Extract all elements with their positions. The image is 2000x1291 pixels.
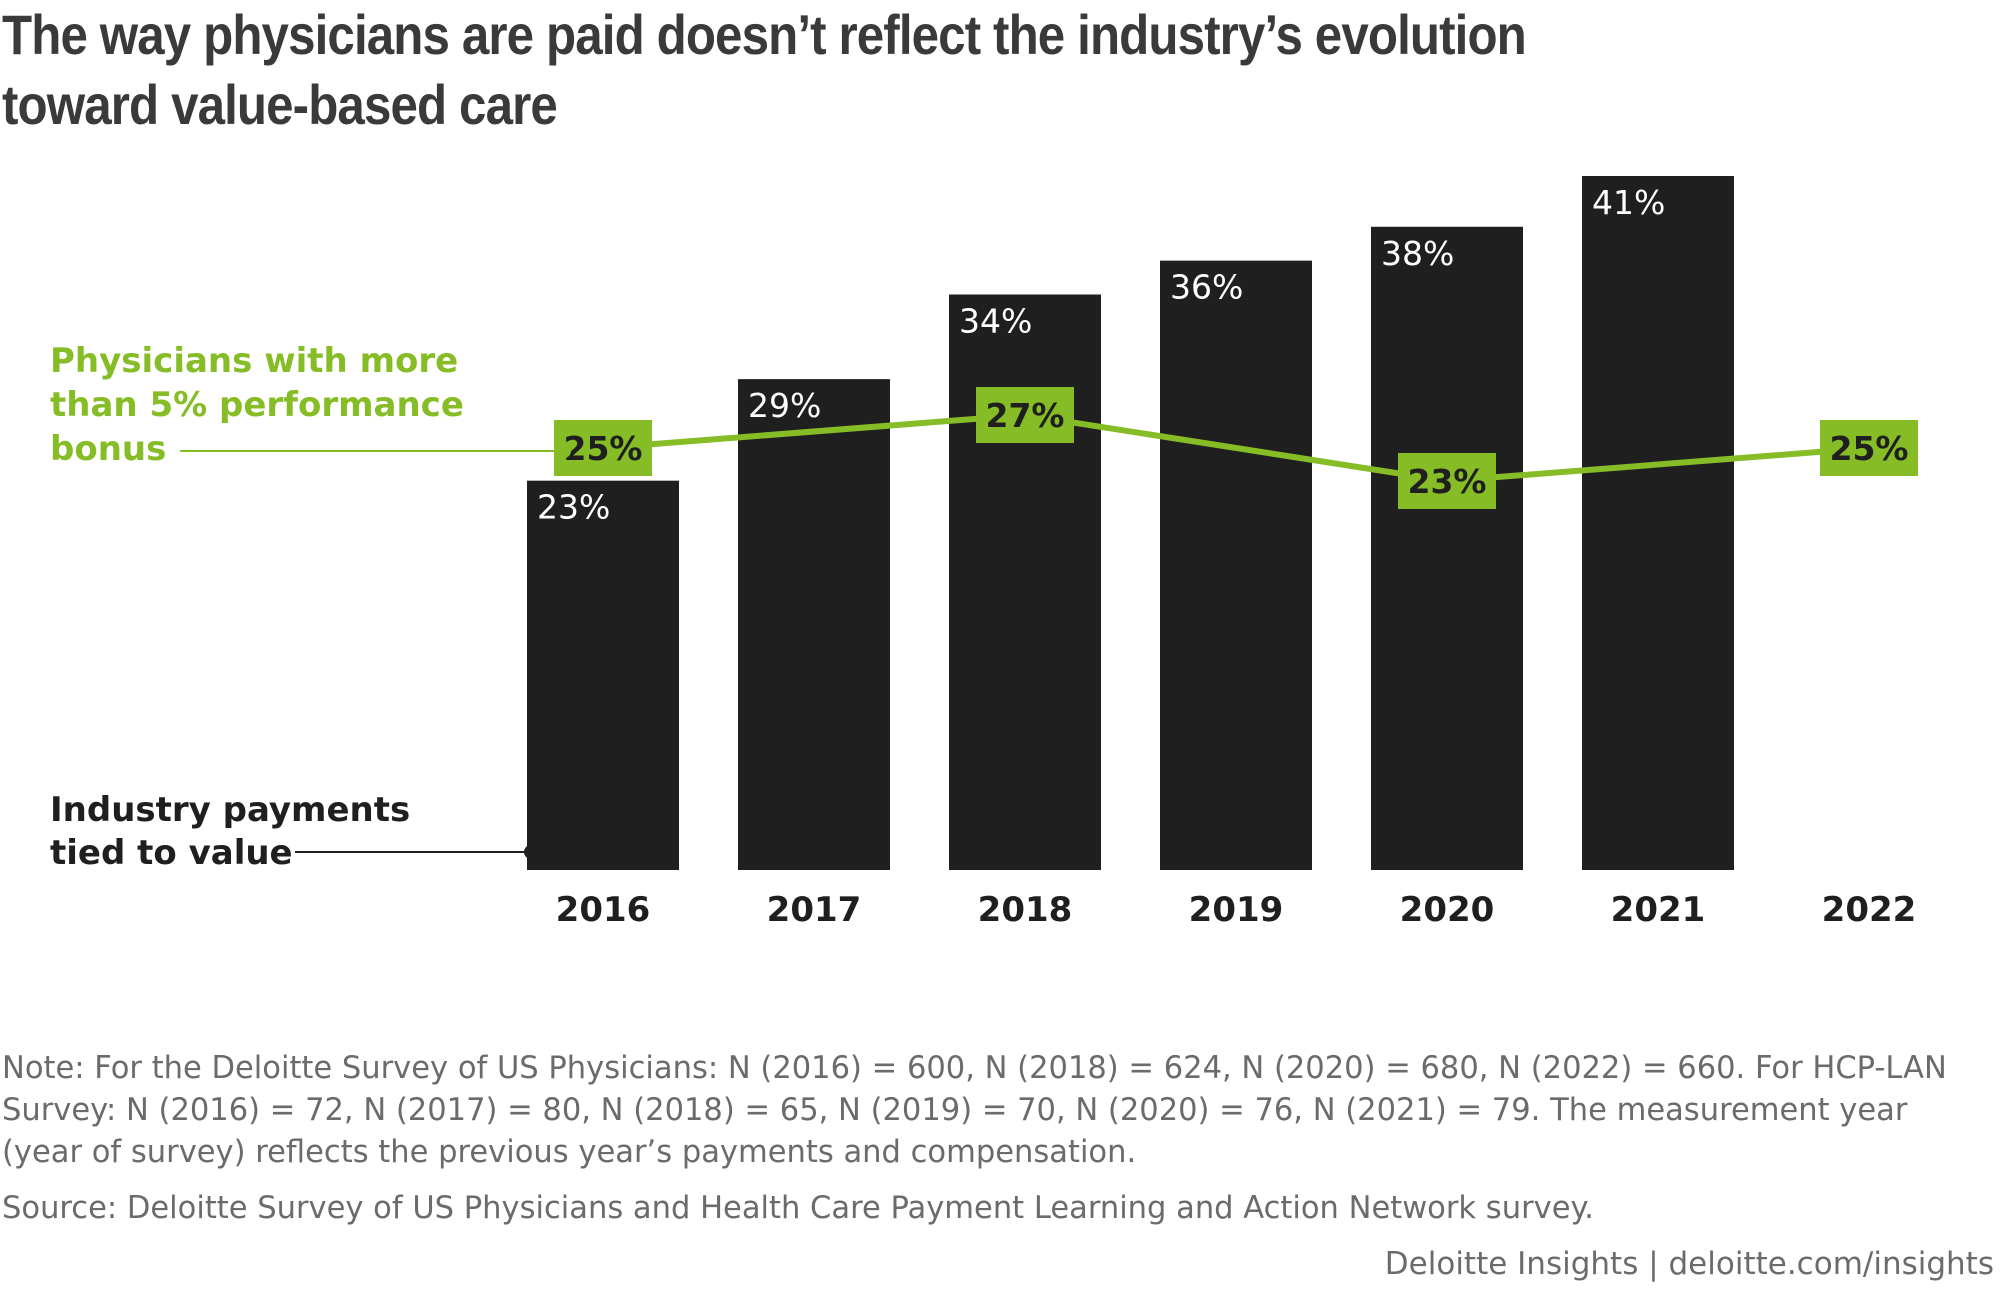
bar-label-2016: 23% bbox=[537, 488, 610, 527]
footer-credit: Deloitte Insights | deloitte.com/insight… bbox=[1384, 1246, 1994, 1282]
line-label-2022: 25% bbox=[1830, 429, 1909, 468]
legend-payments-text-line-2: tied to value bbox=[50, 833, 293, 873]
bar-2020 bbox=[1371, 226, 1523, 870]
x-axis: 2016 2017 2018 2019 2020 2021 2022 bbox=[556, 890, 1917, 930]
bar-2019 bbox=[1160, 260, 1312, 870]
performance-bonus-line bbox=[602, 412, 1870, 484]
bar-label-2019: 36% bbox=[1170, 268, 1243, 307]
bar-label-2021: 41% bbox=[1592, 183, 1665, 222]
legend-bonus-dot bbox=[557, 444, 571, 458]
bar-label-2017: 29% bbox=[748, 386, 821, 425]
bar-2018 bbox=[949, 294, 1101, 870]
bar-2021 bbox=[1582, 176, 1734, 870]
line-label-2018: 27% bbox=[986, 396, 1065, 435]
bar-2017 bbox=[738, 379, 890, 870]
bar-label-2018: 34% bbox=[959, 301, 1032, 340]
chart-title: The way physicians are paid doesn’t refl… bbox=[2, 3, 1527, 136]
chart-source: Source: Deloitte Survey of US Physicians… bbox=[2, 1190, 1594, 1226]
bar-label-2020: 38% bbox=[1381, 234, 1454, 273]
legend-payments-dot bbox=[524, 845, 538, 859]
legend-bonus-text-line-1: Physicians with more bbox=[50, 341, 458, 381]
line-label-2016: 25% bbox=[564, 429, 643, 468]
x-tick-2019: 2019 bbox=[1189, 890, 1284, 930]
chart-note: Note: For the Deloitte Survey of US Phys… bbox=[2, 1050, 1947, 1170]
x-tick-2018: 2018 bbox=[978, 890, 1073, 930]
x-tick-2016: 2016 bbox=[556, 890, 651, 930]
line-label-2020: 23% bbox=[1408, 462, 1487, 501]
legend-payments-text-line-1: Industry payments bbox=[50, 790, 410, 830]
legend-bonus-text-line-3: bonus bbox=[50, 429, 166, 469]
line-marker-2022 bbox=[1820, 420, 1918, 476]
x-tick-2017: 2017 bbox=[767, 890, 862, 930]
bars-layer: 23% 29% 34% 36% 38% 41% bbox=[527, 176, 1734, 870]
x-tick-2022: 2022 bbox=[1822, 890, 1917, 930]
line-marker-2018 bbox=[976, 387, 1074, 443]
line-marker-2020 bbox=[1398, 453, 1496, 509]
performance-bonus-line-layer: 25% 27% 23% 25% bbox=[554, 387, 1918, 509]
x-tick-2021: 2021 bbox=[1611, 890, 1706, 930]
legend-bonus-text-line-2: than 5% performance bbox=[50, 385, 464, 425]
x-tick-2020: 2020 bbox=[1400, 890, 1495, 930]
line-marker-2016 bbox=[554, 420, 652, 476]
bar-2016 bbox=[527, 480, 679, 870]
